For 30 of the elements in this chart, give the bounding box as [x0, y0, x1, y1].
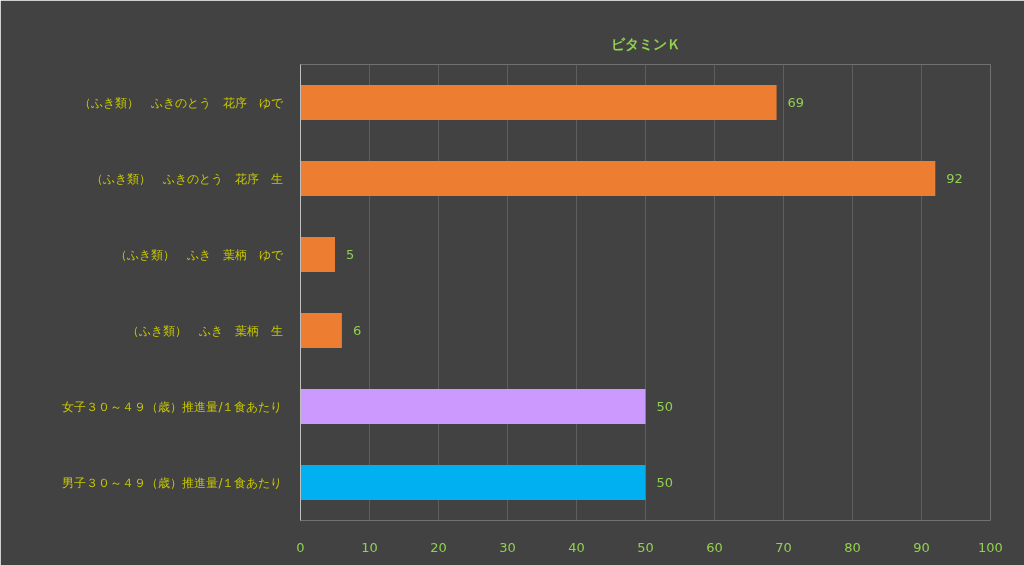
bar	[300, 389, 646, 424]
x-tick-label: 0	[296, 539, 305, 555]
x-tick-label: 80	[844, 539, 861, 555]
chart-title: ビタミンＫ	[610, 35, 681, 52]
y-tick-label: （ふき類） ふきのとう 花序 ゆで	[78, 95, 284, 110]
x-tick-label: 70	[775, 539, 792, 555]
data-label: 5	[346, 247, 355, 262]
x-tick-label: 50	[637, 539, 654, 555]
y-tick-label: 男子３０～４９（歳）推進量/１食あたり	[62, 475, 283, 490]
data-label: 92	[946, 171, 963, 186]
x-tick-label: 30	[499, 539, 516, 555]
data-label: 50	[656, 399, 674, 414]
bar	[300, 237, 335, 272]
y-tick-label: 女子３０～４９（歳）推進量/１食あたり	[62, 399, 283, 414]
x-tick-label: 90	[913, 539, 930, 555]
y-tick-label: （ふき類） ふき 葉柄 ゆで	[114, 247, 284, 262]
data-label: 50	[656, 475, 674, 490]
y-tick-label: （ふき類） ふきのとう 花序 生	[90, 171, 283, 186]
x-tick-label: 20	[430, 539, 447, 555]
bar	[300, 85, 777, 120]
data-label: 6	[352, 323, 362, 338]
x-tick-label: 100	[978, 539, 1003, 555]
data-label: 69	[787, 95, 805, 110]
bar	[300, 465, 646, 500]
bar	[300, 313, 342, 348]
y-tick-label: （ふき類） ふき 葉柄 生	[126, 323, 283, 338]
x-tick-label: 40	[568, 539, 585, 555]
bar	[300, 161, 936, 196]
x-tick-label: 60	[706, 539, 723, 555]
x-tick-label: 10	[361, 539, 378, 555]
